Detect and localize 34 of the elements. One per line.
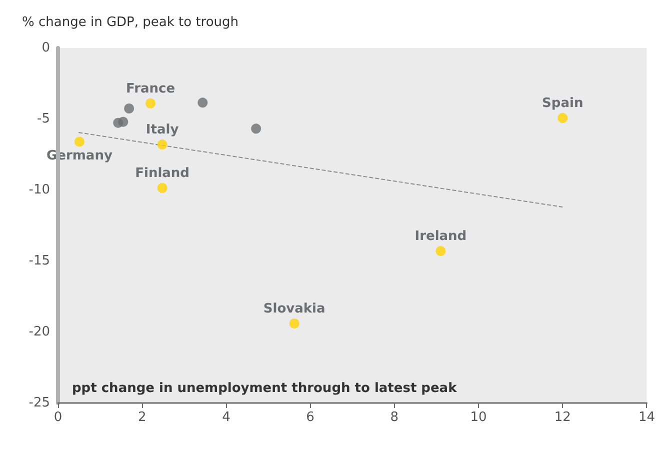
annotation: Slovakia bbox=[263, 301, 326, 316]
point bbox=[124, 103, 134, 114]
x-tick-label: 4 bbox=[222, 410, 230, 425]
y-axis-title: % change in GDP, peak to trough bbox=[22, 15, 239, 30]
x-tick-label: 8 bbox=[390, 410, 399, 425]
x-tick-label: 14 bbox=[638, 410, 655, 425]
point bbox=[118, 116, 128, 127]
x-tick-label: 12 bbox=[554, 410, 571, 425]
x-tick-label: 10 bbox=[470, 410, 487, 425]
annotation: Spain bbox=[542, 96, 584, 112]
annotation: Italy bbox=[146, 122, 180, 138]
x-axis-title: ppt change in unemployment through to latest peak bbox=[72, 381, 458, 396]
y-tick-label: 0 bbox=[42, 40, 50, 56]
point bbox=[146, 98, 156, 108]
point bbox=[157, 183, 168, 194]
point bbox=[74, 136, 84, 147]
x-tick-label: 0 bbox=[54, 410, 62, 425]
x-tick-label: 6 bbox=[306, 410, 314, 425]
annotation: France bbox=[126, 81, 176, 96]
point bbox=[289, 318, 300, 328]
annotation: Germany bbox=[46, 148, 113, 164]
y-tick-label: -5 bbox=[37, 112, 50, 126]
x-tick-label: 2 bbox=[138, 410, 146, 425]
point bbox=[198, 98, 208, 108]
y-tick-label: -20 bbox=[28, 324, 50, 340]
annotation: Finland bbox=[135, 166, 190, 182]
y-tick-label: -10 bbox=[28, 182, 50, 198]
point bbox=[436, 246, 446, 256]
y-tick-label: -15 bbox=[28, 254, 50, 268]
annotation: Ireland bbox=[414, 229, 467, 244]
point bbox=[558, 113, 568, 124]
point bbox=[251, 124, 262, 134]
y-tick-label: -25 bbox=[28, 396, 50, 410]
point bbox=[157, 140, 168, 150]
